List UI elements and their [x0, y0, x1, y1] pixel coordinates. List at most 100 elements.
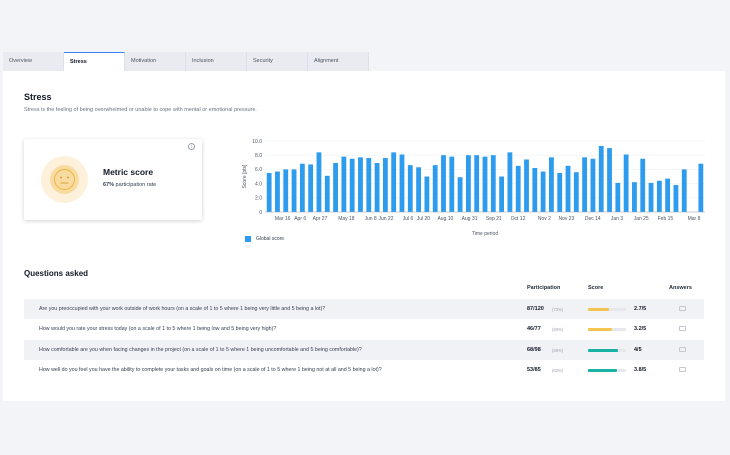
- question-row[interactable]: How comfortable are you when facing chan…: [24, 340, 704, 360]
- y-tick-label: 2.0: [255, 196, 262, 202]
- metric-score-card: Metric score 67% participation rate i: [24, 139, 202, 220]
- chart-bar: [507, 152, 513, 212]
- y-tick-label: 4.0: [255, 181, 262, 187]
- info-icon[interactable]: i: [188, 143, 195, 150]
- tab-bar: Overview Stress Motivation Inclusion Sec…: [3, 52, 369, 71]
- answers-icon[interactable]: [679, 325, 686, 331]
- score-chart-svg: 0 2.0 4.0 6.0 8.0 10.0 Mar 16 Apr 6 Apr 27 May 18…: [242, 139, 705, 237]
- questions-title: Questions asked: [24, 269, 89, 278]
- participation-count: 46/77: [527, 325, 541, 332]
- x-tick-label: Mar 8: [688, 216, 701, 222]
- tab-security[interactable]: Security: [247, 52, 308, 71]
- participation-percent: (62%): [552, 367, 564, 373]
- chart-bar: [540, 171, 546, 212]
- neutral-face-icon: [50, 165, 79, 194]
- question-text: Are you preoccupied with your work outsi…: [39, 306, 326, 312]
- x-tick-label: Jul 6: [403, 216, 414, 222]
- x-tick-label: Jan 3: [611, 216, 623, 222]
- chart-bar: [532, 167, 538, 212]
- chart-bar: [324, 175, 330, 212]
- tab-motivation[interactable]: Motivation: [125, 52, 186, 71]
- chart-bar: [366, 158, 372, 212]
- chart-bar: [341, 156, 347, 212]
- tab-stress[interactable]: Stress: [64, 52, 125, 71]
- chart-bar: [266, 172, 272, 212]
- chart-bar: [598, 145, 604, 212]
- chart-bar: [374, 163, 380, 212]
- face-halo: [41, 156, 88, 203]
- chart-bar: [465, 155, 471, 212]
- chart-bar: [582, 157, 588, 212]
- participation-rate-text: participation rate: [115, 182, 157, 188]
- question-row[interactable]: Are you preoccupied with your work outsi…: [24, 299, 704, 319]
- chart-bar: [291, 169, 297, 212]
- answers-icon[interactable]: [679, 346, 686, 352]
- participation-header: Participation: [527, 285, 561, 291]
- x-tick-label: Apr 27: [313, 216, 328, 222]
- x-tick-label: Jun 8: [364, 216, 376, 222]
- score-header: Score: [588, 285, 604, 291]
- participation-pct: 67%: [103, 182, 115, 188]
- chart-bar: [557, 172, 563, 212]
- chart-bar: [515, 165, 521, 212]
- chart-bar: [673, 185, 679, 212]
- y-tick-label: 8.0: [255, 153, 262, 159]
- score-bar-fill: [588, 369, 617, 372]
- question-text: How would you rate your stress today (on…: [39, 326, 277, 332]
- chart-bar: [615, 182, 621, 212]
- chart-bar: [432, 165, 438, 212]
- question-row[interactable]: How well do you feel you have the abilit…: [24, 360, 704, 380]
- score-bar-fill: [588, 308, 609, 311]
- chart-bar: [490, 155, 496, 212]
- chart-bar: [474, 155, 480, 212]
- x-tick-label: Aug 10: [437, 216, 453, 222]
- chart-bar: [316, 152, 322, 212]
- chart-bar: [665, 178, 671, 212]
- tab-overview[interactable]: Overview: [3, 52, 64, 71]
- chart-legend: Global score: [245, 236, 284, 242]
- chart-bar: [283, 169, 289, 212]
- score-bar: [588, 369, 626, 372]
- section-title: Stress: [24, 92, 52, 102]
- score-chart: 0 2.0 4.0 6.0 8.0 10.0 Mar 16 Apr 6 Apr 27 May 18…: [235, 133, 710, 248]
- question-text: How comfortable are you when facing chan…: [39, 347, 362, 353]
- x-tick-label: Jan 25: [634, 216, 649, 222]
- participation-percent: (69%): [552, 347, 564, 353]
- participation-percent: (73%): [552, 306, 564, 312]
- score-value: 2.7/5: [634, 305, 647, 312]
- legend-label: Global score: [256, 236, 285, 242]
- chart-bar: [333, 163, 338, 212]
- chart-bar: [416, 167, 421, 212]
- question-row[interactable]: How would you rate your stress today (on…: [24, 319, 704, 339]
- x-tick-label: Apr 6: [294, 216, 306, 222]
- answers-icon[interactable]: [679, 305, 686, 311]
- x-tick-label: Jun 22: [378, 216, 393, 222]
- y-tick-label: 0: [259, 210, 262, 216]
- answers-icon[interactable]: [679, 366, 686, 372]
- x-tick-label: Feb 15: [658, 216, 674, 222]
- chart-bar: [648, 182, 654, 212]
- chart-bar: [573, 172, 579, 212]
- x-tick-label: Nov 23: [558, 216, 574, 222]
- participation-rate: 67% participation rate: [103, 182, 156, 188]
- chart-bar: [382, 158, 388, 212]
- score-bar-fill: [588, 349, 619, 352]
- chart-bar: [391, 152, 397, 212]
- chart-bar: [640, 158, 646, 212]
- chart-bar: [299, 163, 305, 212]
- x-tick-label: Nov 2: [538, 216, 551, 222]
- chart-bar: [623, 154, 629, 212]
- y-axis-label: Score [pts]: [242, 164, 248, 189]
- stress-panel: Stress Stress is the feeling of being ov…: [3, 71, 725, 401]
- chart-bar: [698, 163, 704, 212]
- tab-alignment[interactable]: Alignment: [308, 52, 369, 71]
- x-tick-label: Dec 14: [585, 216, 601, 222]
- tab-inclusion[interactable]: Inclusion: [186, 52, 247, 71]
- chart-bar: [482, 156, 488, 212]
- x-tick-label: Oct 12: [511, 216, 526, 222]
- chart-bar: [399, 154, 405, 212]
- score-value: 3.2/5: [634, 325, 647, 332]
- chart-bar: [549, 157, 554, 212]
- question-text: How well do you feel you have the abilit…: [39, 367, 382, 373]
- chart-bar: [457, 177, 463, 212]
